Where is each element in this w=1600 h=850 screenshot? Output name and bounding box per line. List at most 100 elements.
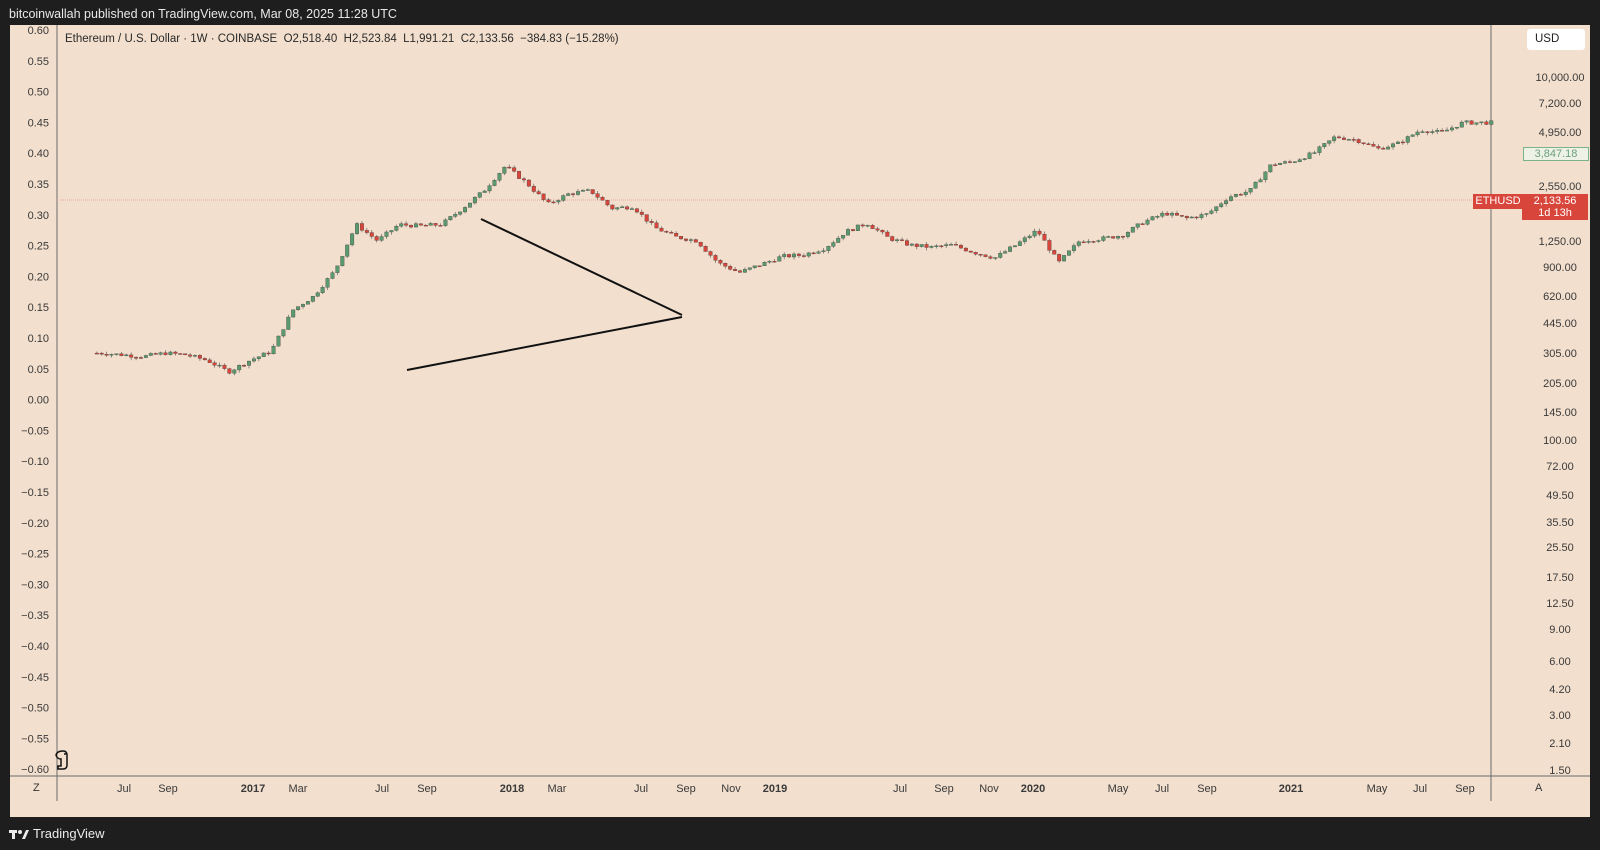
candle-body xyxy=(865,225,870,227)
candle-body xyxy=(836,237,841,243)
right-axis-label: 49.50 xyxy=(1546,490,1574,502)
candle-body xyxy=(968,250,973,253)
candle-body xyxy=(222,364,227,369)
left-axis-label: 0.05 xyxy=(28,364,49,376)
candle-body xyxy=(463,207,467,213)
candle-body xyxy=(477,192,482,198)
time-axis-label: Jul xyxy=(1155,783,1169,795)
auto-scale-button[interactable]: A xyxy=(1535,782,1543,794)
candle-body xyxy=(551,201,556,204)
candle-body xyxy=(1042,233,1047,241)
left-axis-label: −0.15 xyxy=(21,487,49,499)
candle-body xyxy=(472,197,477,204)
last-price: 2,133.56 xyxy=(1533,195,1577,207)
candle-body xyxy=(767,261,772,263)
left-axis-label: −0.35 xyxy=(21,610,49,622)
left-axis-label: −0.40 xyxy=(21,641,49,653)
currency-button[interactable]: USD xyxy=(1527,29,1585,50)
candle-body xyxy=(1111,236,1116,239)
candle-body xyxy=(320,287,325,293)
candle-body xyxy=(522,178,526,181)
candle-body xyxy=(1341,137,1346,140)
right-axis-label: 620.00 xyxy=(1543,291,1577,303)
candle-body xyxy=(846,229,850,236)
tradingview-logo[interactable]: TradingView xyxy=(9,826,105,841)
candle-body xyxy=(1081,241,1086,244)
candle-body xyxy=(183,353,188,356)
legend-high: H2,523.84 xyxy=(343,33,397,45)
candle-body xyxy=(1238,194,1243,196)
candle-body xyxy=(801,255,806,257)
candle-body xyxy=(1047,240,1052,251)
candle-body xyxy=(1062,255,1067,262)
candle-body xyxy=(1027,235,1032,238)
candle-body xyxy=(1327,140,1332,144)
candle-body xyxy=(276,335,281,347)
right-axis-label: 6.00 xyxy=(1549,656,1570,668)
candle-body xyxy=(1258,179,1263,183)
left-axis-label: 0.20 xyxy=(28,271,49,283)
candle-body xyxy=(949,244,954,246)
candle-body xyxy=(1140,223,1145,225)
candle-body xyxy=(762,262,767,266)
candle-body xyxy=(1160,212,1165,217)
right-axis-label: 35.50 xyxy=(1546,517,1574,529)
candle-body xyxy=(1175,212,1179,216)
left-axis-label: 0.25 xyxy=(28,241,49,253)
candle-body xyxy=(983,254,988,257)
candle-body xyxy=(988,256,993,259)
candle-body xyxy=(355,223,359,234)
candle-body xyxy=(168,351,173,355)
candle-body xyxy=(669,232,674,234)
candle-body xyxy=(1130,227,1135,233)
candle-body xyxy=(389,230,394,233)
candle-body xyxy=(1322,143,1327,147)
candle-body xyxy=(487,185,492,192)
dino-icon xyxy=(55,750,68,770)
candle-body xyxy=(212,362,217,366)
candle-body xyxy=(531,186,536,192)
candle-body xyxy=(129,354,134,358)
left-axis-label: −0.05 xyxy=(21,425,49,437)
candle-body xyxy=(428,223,433,226)
candle-body xyxy=(1332,136,1337,141)
candle-body xyxy=(924,244,929,248)
left-axis-label: −0.10 xyxy=(21,456,49,468)
candle-body xyxy=(247,360,251,366)
candle-body xyxy=(413,223,418,228)
candle-body xyxy=(1037,230,1042,235)
candle-body xyxy=(610,204,615,210)
candle-body xyxy=(615,207,620,210)
candle-body xyxy=(1076,241,1081,246)
candle-body xyxy=(890,236,895,241)
right-axis-label: 3.00 xyxy=(1549,710,1570,722)
candle-body xyxy=(438,225,443,227)
candle-body xyxy=(153,353,158,355)
candle-body xyxy=(654,222,659,229)
right-axis-label: 25.50 xyxy=(1546,542,1574,554)
candle-body xyxy=(546,199,551,203)
candle-body xyxy=(777,256,782,262)
candle-body xyxy=(350,233,355,246)
candle-body xyxy=(296,306,301,310)
candle-body xyxy=(139,357,143,359)
candle-body xyxy=(1415,131,1420,136)
candle-body xyxy=(1283,161,1287,164)
candle-body xyxy=(202,358,207,361)
right-axis: 10,000.00 7,200.00 4,950.00 2,550.00 1,250.0… xyxy=(1536,72,1585,777)
chart-panel[interactable]: 0.60 0.55 0.50 0.45 0.40 0.35 0.30 0.25 0.20 0.15… xyxy=(10,25,1590,817)
candle-body xyxy=(1022,237,1027,242)
candle-body xyxy=(1135,223,1140,228)
left-axis: 0.60 0.55 0.50 0.45 0.40 0.35 0.30 0.25 0.20 0.15… xyxy=(21,25,49,776)
candle-body xyxy=(345,244,350,257)
left-scale-button[interactable]: Z xyxy=(33,782,40,794)
right-axis-label: 305.00 xyxy=(1543,348,1577,360)
candle-body xyxy=(399,223,404,227)
candle-body xyxy=(590,189,595,194)
candle-body xyxy=(497,173,502,181)
candle-body xyxy=(782,254,787,257)
candle-body xyxy=(1199,214,1204,218)
candle-body xyxy=(708,251,713,256)
candle-body xyxy=(674,233,679,237)
chart-canvas[interactable]: 0.60 0.55 0.50 0.45 0.40 0.35 0.30 0.25 0.20 0.15… xyxy=(10,25,1590,817)
